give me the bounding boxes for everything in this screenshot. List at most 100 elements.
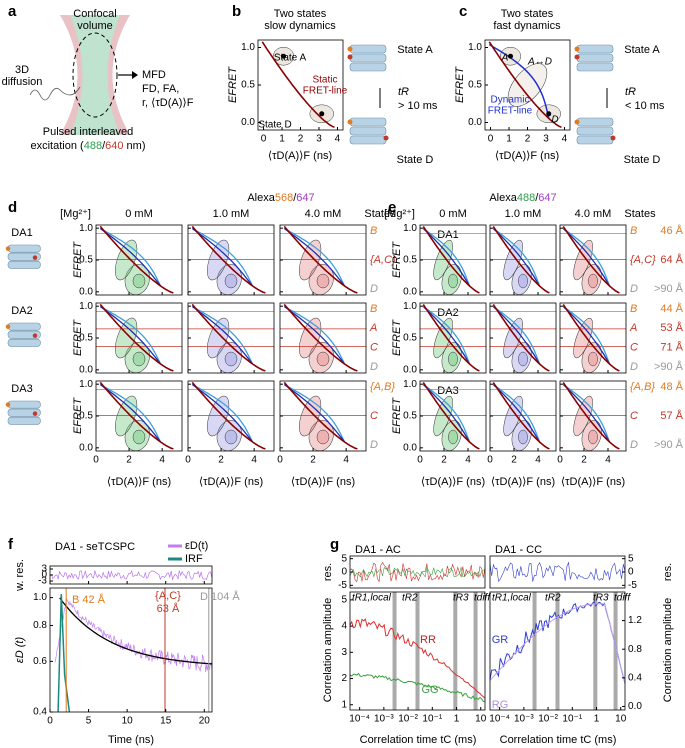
y-tick-label: -3 — [38, 576, 47, 587]
label: 53 Å — [660, 321, 683, 334]
density-contour — [448, 273, 458, 289]
label: EFRET — [391, 397, 403, 434]
residual-trace — [349, 561, 486, 583]
plot-frame — [489, 591, 626, 711]
label: States — [364, 208, 396, 220]
x-tick-label: 10⁻² — [538, 714, 558, 725]
label-part: / — [102, 140, 106, 152]
label: GG — [421, 684, 438, 696]
dynamic-line — [99, 383, 162, 443]
y-tick-label: 0.4 — [628, 672, 642, 683]
density-contour — [224, 429, 238, 445]
label: Time (ns) — [108, 734, 154, 746]
y-tick-label: 1.0 — [79, 379, 93, 390]
label: εD(t) — [185, 540, 208, 552]
state-dot — [319, 111, 325, 117]
y-tick-label: 1.0 — [403, 301, 417, 312]
label: Correlation amplitude — [322, 598, 334, 703]
label: EFRET — [72, 319, 84, 356]
static-line — [492, 225, 550, 294]
label: ⟨τD(A)⟩F (ns) — [561, 476, 625, 488]
label: A — [369, 322, 377, 334]
y-tick-label: 1.2 — [628, 615, 642, 626]
helix-icon — [576, 62, 614, 72]
helix-icon — [7, 322, 41, 331]
helix-icon — [7, 408, 41, 417]
helix-icon — [576, 44, 614, 54]
time-bar — [532, 592, 537, 710]
irf-trace — [57, 594, 71, 713]
static-line — [422, 303, 480, 372]
dye-icon — [574, 119, 580, 125]
dynamic-line — [492, 383, 541, 443]
x-tick-label: 3 — [543, 134, 549, 145]
label: States — [624, 208, 656, 220]
label: EFRET — [72, 241, 84, 278]
y-tick-label: 0.0 — [79, 286, 93, 297]
label: DA1 — [11, 227, 32, 239]
label: DA3 — [11, 383, 32, 395]
dynamic-line — [562, 306, 611, 365]
dye-icon — [574, 46, 580, 52]
helix-icon — [7, 416, 41, 425]
dynamic-line — [488, 43, 550, 119]
label-part: 640 — [105, 140, 123, 152]
x-tick-label: 0 — [488, 134, 494, 145]
label: Correlation time tC (ms) — [500, 734, 617, 746]
residual-trace — [349, 566, 486, 578]
dynamic-line — [283, 305, 346, 365]
static-line — [283, 225, 358, 294]
label: Pulsed interleaved — [43, 126, 134, 138]
label: 1.0 mM — [213, 208, 250, 220]
label: Two states — [501, 8, 554, 20]
dynamic-line — [422, 384, 471, 443]
label: DA1 - CC — [495, 544, 542, 556]
y-tick-label: 0.0 — [241, 117, 255, 128]
residual-trace — [489, 561, 626, 583]
label: {A,B} — [370, 381, 395, 393]
helix-icon — [349, 135, 387, 145]
y-tick-label: 1.0 — [33, 592, 47, 603]
dynamic-line — [562, 227, 611, 287]
helix-icon — [576, 126, 614, 136]
dynamic-line — [562, 305, 611, 365]
x-tick-label: 2 — [310, 455, 316, 466]
dye-icon — [5, 324, 11, 329]
dynamic-line — [492, 306, 541, 365]
label: DA1 - seTCSPC — [55, 541, 135, 553]
beam — [70, 15, 120, 135]
x-tick-label: 10⁻¹ — [422, 714, 442, 725]
x-tick-label: 0 — [557, 455, 563, 466]
x-tick-label: 4 — [535, 455, 541, 466]
label: [Mg²⁺] — [384, 208, 415, 220]
label: IRF — [185, 553, 203, 565]
y-tick-label: 0.0 — [628, 701, 642, 712]
density-contour — [316, 351, 330, 367]
arrowhead — [132, 71, 138, 79]
density-contour — [132, 351, 146, 367]
label-part: Alexa — [247, 192, 275, 204]
label: 0 mM — [125, 208, 153, 220]
label: diffusion — [2, 76, 43, 88]
x-tick-label: 0 — [277, 455, 283, 466]
density-contour — [448, 429, 458, 445]
static-line — [562, 303, 620, 372]
y-tick-label: 5 — [628, 553, 634, 564]
label-part: excitation ( — [31, 140, 85, 152]
y-tick-label: 0.0 — [403, 364, 417, 375]
label: FD, FA, — [142, 83, 179, 95]
label: ⟨τD(A)⟩F (ns) — [268, 150, 332, 162]
label: DA1 — [437, 229, 458, 241]
label: tdiff — [614, 593, 631, 604]
label: D — [630, 439, 638, 451]
y-tick-label: 3 — [341, 647, 347, 658]
y-tick-label: 0.5 — [403, 411, 417, 422]
y-tick-label: 0.8 — [628, 644, 642, 655]
label: tdiff — [474, 593, 491, 604]
label: State D — [258, 120, 291, 131]
label: Correlation time tC (ms) — [360, 734, 477, 746]
dynamic-line — [99, 383, 162, 443]
plot-frame — [489, 555, 626, 589]
label: ⟨τD(A)⟩F (ns) — [491, 476, 555, 488]
label: RG — [492, 699, 509, 711]
